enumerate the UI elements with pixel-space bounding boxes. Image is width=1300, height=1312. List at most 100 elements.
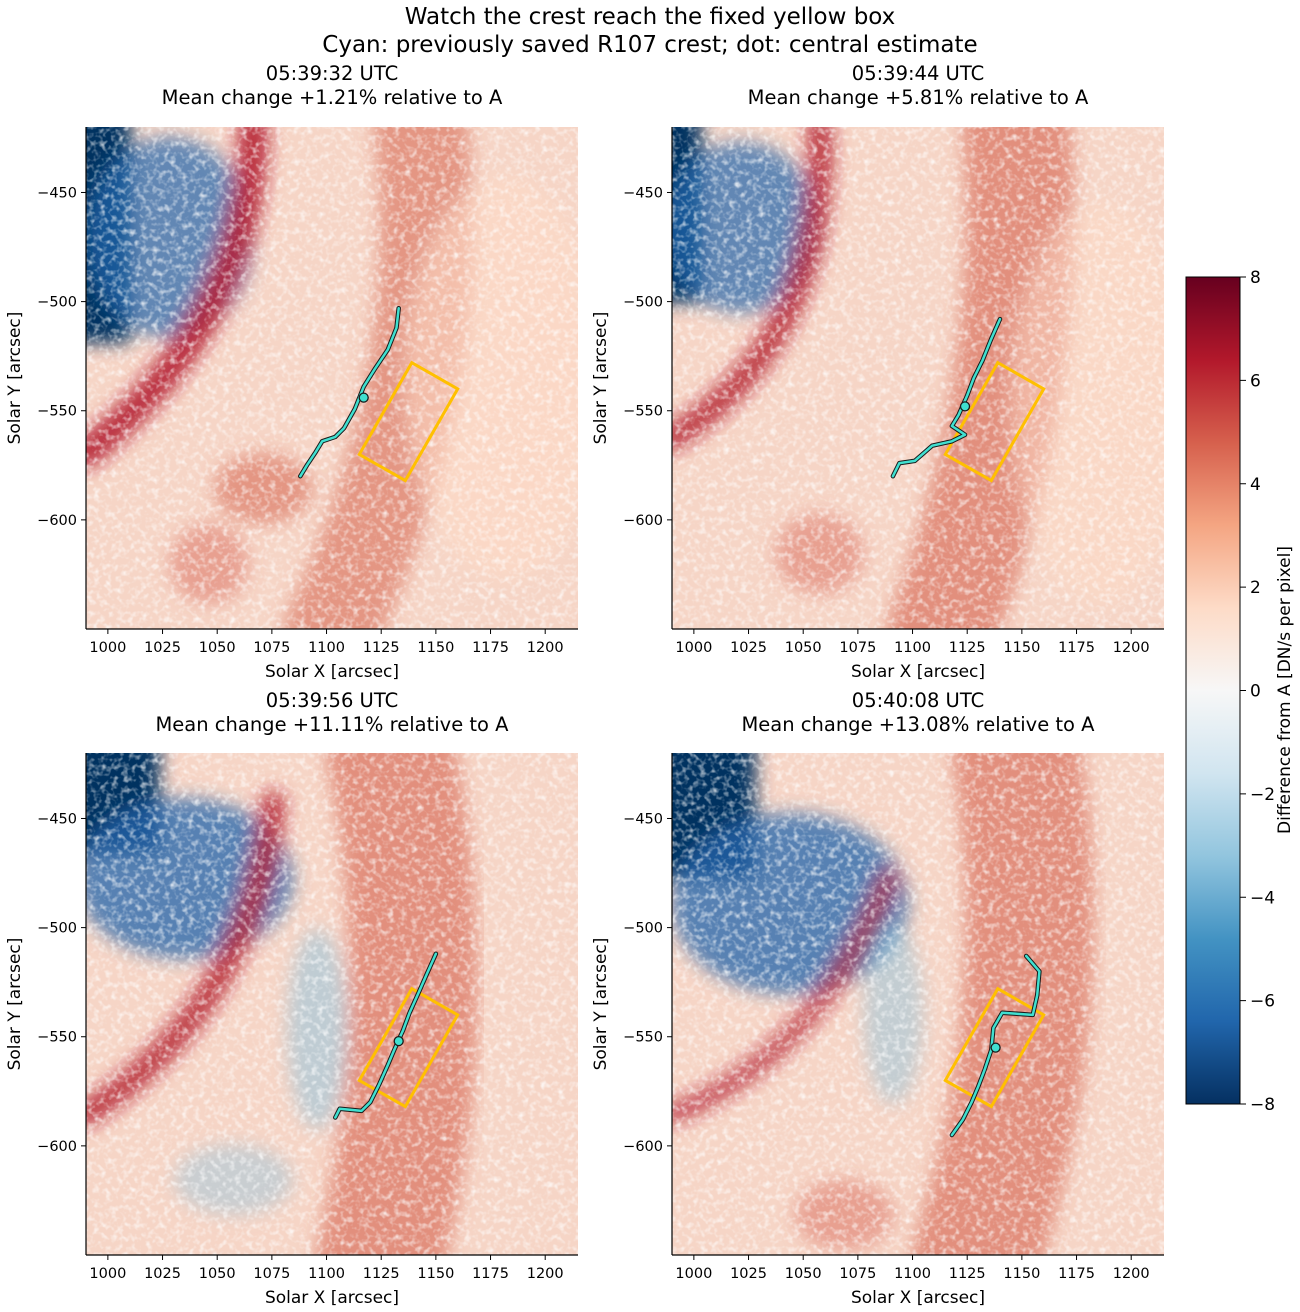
colorbar-tick-label: −2 [1250,785,1275,805]
x-tick-label: 1200 [527,1266,564,1282]
figure-subtitle: Cyan: previously saved R107 crest; dot: … [322,32,977,58]
heatmap-image [86,127,578,629]
x-tick-label: 1200 [527,640,564,656]
central-estimate-dot [358,392,369,403]
y-tick-label: −500 [37,295,77,311]
colorbar-tick-label: 4 [1250,475,1261,495]
panel-3: 1000 1025 1050 1075 1100 1125 1150 1175 1200 −450… [5,689,578,1308]
target-box [357,360,460,483]
x-tick-label: 1050 [199,1266,236,1282]
panel-4: 1000 1025 1050 1075 1100 1125 1150 1175 1200 −450… [591,689,1164,1308]
y-tick-label: −600 [37,513,77,529]
panel-title-time: 05:39:32 UTC [266,62,398,85]
y-tick-label: −550 [37,1030,77,1046]
colorbar-tick-label: 2 [1250,578,1261,598]
y-axis-label: Solar Y [arcsec] [591,312,611,445]
x-axis-label: Solar X [arcsec] [851,662,985,682]
y-tick-label: −500 [37,921,77,937]
colorbar-label: Difference from A [DN/s per pixel] [1275,546,1295,834]
colorbar-tick-label: −8 [1250,1095,1275,1115]
central-estimate-dot [393,1035,404,1047]
colorbar-tick-label: −6 [1250,992,1275,1012]
target-box [357,986,460,1109]
colorbar-tick-label: 8 [1250,268,1261,288]
central-estimate-dot [990,1042,1001,1053]
x-tick-label: 1025 [144,1266,181,1282]
panel-1: 1000 1025 1050 1075 1100 1125 1150 1175 1200 −450… [5,62,578,682]
crest-line [891,317,1002,478]
y-axis-label: Solar Y [arcsec] [591,938,611,1071]
colorbar: −8 −6 −4 −2 0 2 4 6 8 Difference from A [DN/s pe… [1185,268,1295,1115]
y-tick-label: −600 [37,1139,77,1155]
y-tick-label: −450 [37,185,77,201]
panel-title-change: Mean change +1.21% relative to A [162,86,503,109]
panel-title-time: 05:39:44 UTC [852,62,984,85]
x-tick-label: 1100 [308,1266,345,1282]
x-tick-label: 1125 [363,640,400,656]
y-tick-label: −500 [623,295,663,311]
x-tick-label: 1000 [89,1266,126,1282]
x-tick-label: 1075 [253,1266,290,1282]
x-tick-label: 1075 [839,1266,876,1282]
crest-line [334,952,438,1119]
y-tick-label: −500 [623,921,663,937]
crest-line [299,306,400,478]
x-tick-label: 1175 [1058,1266,1095,1282]
y-tick-label: −600 [623,1139,663,1155]
x-tick-label: 1150 [1003,640,1040,656]
y-tick-label: −450 [623,185,663,201]
panel-title-change: Mean change +11.11% relative to A [155,713,509,736]
x-tick-label: 1100 [308,640,345,656]
x-axis-label: Solar X [arcsec] [265,662,399,682]
x-tick-label: 1125 [363,1266,400,1282]
x-tick-label: 1100 [894,640,931,656]
colorbar-tick-label: 0 [1250,682,1261,702]
x-tick-label: 1125 [949,1266,986,1282]
x-tick-label: 1175 [472,1266,509,1282]
heatmap-image [672,753,1164,1255]
panel-title-time: 05:39:56 UTC [266,689,398,712]
x-tick-label: 1125 [949,640,986,656]
target-box [943,986,1046,1109]
x-tick-label: 1025 [730,1266,767,1282]
central-estimate-dot [959,401,971,412]
x-tick-label: 1200 [1113,1266,1150,1282]
x-tick-label: 1050 [785,640,822,656]
y-axis-label: Solar Y [arcsec] [5,938,25,1071]
x-tick-label: 1000 [675,1266,712,1282]
panel-title-change: Mean change +13.08% relative to A [741,713,1095,736]
x-tick-label: 1150 [417,640,454,656]
x-tick-label: 1200 [1113,640,1150,656]
x-tick-label: 1150 [417,1266,454,1282]
y-axis-label: Solar Y [arcsec] [5,312,25,445]
x-tick-label: 1000 [675,640,712,656]
figure-title: Watch the crest reach the fixed yellow b… [405,4,896,30]
x-tick-label: 1025 [144,640,181,656]
x-tick-label: 1175 [472,640,509,656]
y-tick-label: −550 [623,404,663,420]
x-tick-label: 1000 [89,640,126,656]
x-tick-label: 1075 [839,640,876,656]
x-tick-label: 1175 [1058,640,1095,656]
crest-line [950,954,1041,1137]
panel-title-change: Mean change +5.81% relative to A [748,86,1089,109]
panel-2: 1000 1025 1050 1075 1100 1125 1150 1175 1200 −450… [591,62,1164,682]
x-tick-label: 1050 [199,640,236,656]
colorbar-tick-label: 6 [1250,371,1261,391]
y-tick-label: −450 [37,811,77,827]
panel-title-time: 05:40:08 UTC [852,689,984,712]
x-tick-label: 1100 [894,1266,931,1282]
x-tick-label: 1075 [253,640,290,656]
x-tick-label: 1025 [730,640,767,656]
heatmap-image [86,753,578,1255]
x-axis-label: Solar X [arcsec] [851,1288,985,1308]
x-tick-label: 1150 [1003,1266,1040,1282]
x-axis-label: Solar X [arcsec] [265,1288,399,1308]
y-tick-label: −550 [37,404,77,420]
y-tick-label: −600 [623,513,663,529]
x-tick-label: 1050 [785,1266,822,1282]
colorbar-tick-label: −4 [1250,888,1275,908]
target-box [943,360,1046,483]
y-tick-label: −450 [623,811,663,827]
